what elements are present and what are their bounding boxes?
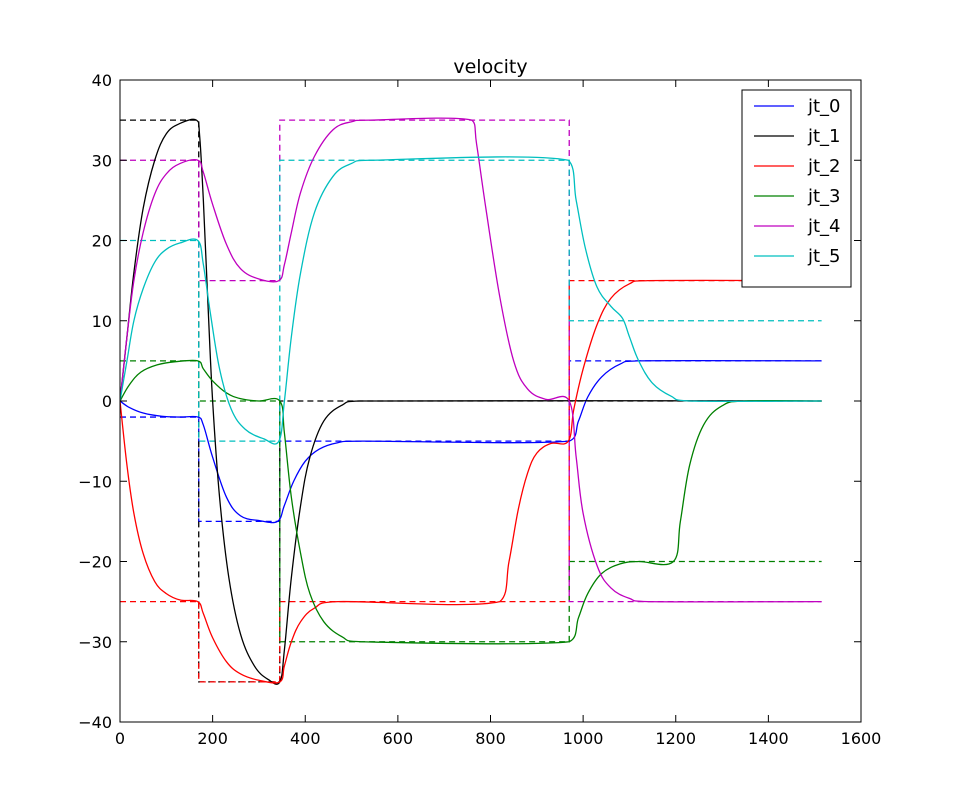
y-tick-label: −40 xyxy=(78,713,112,732)
x-tick-label: 600 xyxy=(383,729,414,748)
x-tick-label: 400 xyxy=(290,729,321,748)
legend: jt_0 jt_1 jt_2 jt_3 jt_4 jt_5 xyxy=(741,89,852,288)
series-line-jt-3 xyxy=(120,359,822,645)
legend-label-jt-5: jt_5 xyxy=(807,246,841,267)
y-tick-label: −10 xyxy=(78,472,112,491)
legend-label-jt-4: jt_4 xyxy=(807,216,841,237)
y-tick-label: 20 xyxy=(92,232,112,251)
legend-label-jt-3: jt_3 xyxy=(807,186,841,207)
x-tick-label: 1200 xyxy=(655,729,696,748)
reference-line-jt-3-target xyxy=(120,360,822,643)
x-tick-label: 1000 xyxy=(563,729,604,748)
y-tick-label: −20 xyxy=(78,553,112,572)
series-lines xyxy=(120,117,822,685)
reference-line-jt-5-target xyxy=(120,159,822,442)
chart-title: velocity xyxy=(453,56,527,78)
legend-label-jt-2: jt_2 xyxy=(807,156,841,177)
legend-label-jt-1: jt_1 xyxy=(807,126,841,147)
y-tick-label: 0 xyxy=(102,392,112,411)
series-line-jt-5 xyxy=(120,156,822,445)
x-tick-label: 200 xyxy=(197,729,228,748)
axis-ticks: 0 200 400 600 800 1000 1200 1400 1600 40 30 20 10 0 −1… xyxy=(78,71,881,748)
legend-box xyxy=(741,89,852,288)
y-tick-label: 10 xyxy=(92,312,112,331)
series-line-jt-2 xyxy=(120,279,822,684)
x-tick-label: 0 xyxy=(115,729,125,748)
reference-lines xyxy=(120,119,822,683)
x-tick-label: 1400 xyxy=(748,729,789,748)
series-line-jt-4 xyxy=(120,117,822,603)
y-tick-label: 30 xyxy=(92,151,112,170)
x-tick-label: 1600 xyxy=(841,729,882,748)
reference-line-jt-2-target xyxy=(120,279,822,683)
y-tick-label: 40 xyxy=(92,71,112,90)
x-tick-label: 800 xyxy=(475,729,506,748)
series-line-jt-1 xyxy=(120,118,822,685)
legend-label-jt-0: jt_0 xyxy=(807,96,841,117)
y-tick-label: −30 xyxy=(78,633,112,652)
